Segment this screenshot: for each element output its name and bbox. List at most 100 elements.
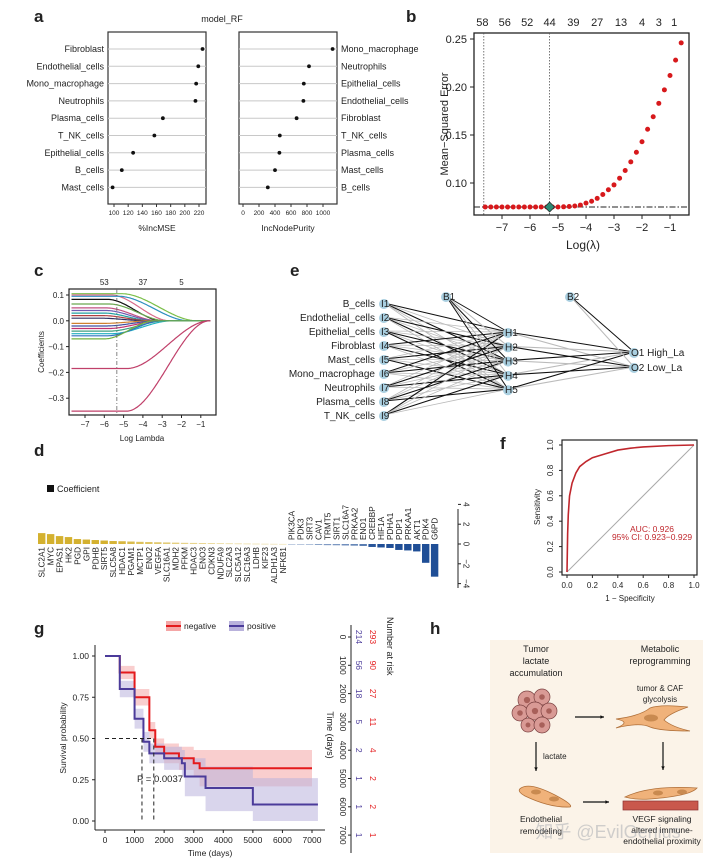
gene-label: PGAM1 [127, 547, 136, 576]
arrow-right-icon-head [605, 800, 609, 804]
mse-point [527, 204, 533, 210]
hidden-label: H5 [505, 385, 518, 396]
category-label: Endothelial_cells [341, 96, 409, 106]
roc-curve [566, 444, 695, 573]
auc-label: AUC: 0.926 [630, 524, 674, 534]
y-tick-label: 1.00 [72, 651, 89, 661]
gene-label: PRKAA1 [404, 507, 413, 540]
bar-CDKN3 [207, 543, 216, 544]
category-label: Epithelial_cells [44, 148, 104, 158]
top-axis-label: 52 [521, 17, 533, 29]
x-tick-label: 400 [270, 210, 281, 217]
arrow-down-icon-head [661, 766, 665, 770]
risk-count-negative: 11 [368, 717, 378, 726]
mse-point [566, 204, 572, 210]
x-tick-label: 6000 [273, 835, 292, 845]
x-tick-label: 200 [254, 210, 265, 217]
risk-time-axis-label: Time (days) [325, 711, 335, 758]
gene-label: PDK4 [422, 518, 431, 540]
gene-label: SLC5A8 [109, 547, 118, 578]
y-tick-label: 4 [462, 502, 471, 507]
y-tick-label: 0.0 [546, 566, 555, 578]
edge [383, 374, 509, 416]
gene-label: ENO1 [359, 517, 368, 540]
edge [507, 351, 635, 390]
y-tick-label: −0.1 [48, 343, 64, 352]
data-point [277, 150, 282, 155]
mse-point [650, 114, 656, 120]
data-point [152, 133, 157, 138]
data-point [330, 47, 335, 51]
input-node [379, 383, 389, 393]
mse-point [594, 195, 600, 201]
data-point [194, 81, 199, 86]
data-point [110, 185, 115, 190]
x-tick-label: −6 [524, 222, 537, 234]
top-axis-label: 53 [100, 278, 109, 287]
coefficient-path [71, 320, 211, 412]
cell-nucleus [677, 789, 687, 795]
gene-label: EPAS1 [56, 547, 65, 573]
y-axis-label: Sensitivity [533, 489, 542, 525]
bar-MDH2 [171, 542, 180, 544]
gene-label: ENO2 [145, 547, 154, 570]
x-tick-label: 3000 [184, 835, 203, 845]
bar-NDUFA9 [216, 543, 224, 545]
gene-label: SIRT3 [306, 516, 315, 540]
x-tick-label: 1.0 [688, 581, 700, 590]
mse-point [673, 57, 679, 63]
survival-curve-negative [105, 655, 312, 770]
category-label: B_cells [75, 165, 105, 175]
hidden-node [503, 356, 513, 367]
mse-point [488, 204, 494, 210]
x-tick-label: −7 [496, 222, 509, 234]
panel-a-importance: model_RFFibroblastEndothelial_cellsMono_… [26, 14, 418, 233]
hidden-node [503, 342, 513, 353]
bias-label: B1 [443, 292, 456, 303]
hidden-node [503, 370, 513, 381]
blood-vessel-icon [622, 800, 699, 811]
bar-PDK3 [296, 544, 305, 545]
y-tick-label: −2 [462, 559, 471, 569]
y-tick-label: 0.15 [446, 130, 467, 142]
y-tick-label: 0.25 [446, 34, 467, 46]
edge [507, 366, 635, 390]
category-label: Neutrophils [341, 61, 387, 71]
x-tick-label: −3 [158, 420, 168, 429]
bar-PRKAA2 [350, 544, 358, 546]
mse-point [611, 182, 617, 188]
data-point [193, 99, 198, 103]
x-tick-label: 2000 [155, 835, 174, 845]
bar-LDHB [252, 543, 260, 545]
mse-point [605, 187, 611, 193]
gene-label: GPI [82, 547, 91, 561]
input-label: I5 [381, 355, 390, 366]
panel-b-cv-mse: 0.10 0.15 0.20 0.25 −7 −6 −5 −4 −3 −2 −1 58 56 52 44 39… [439, 17, 690, 252]
risk-count-negative: 2 [368, 804, 378, 809]
legend-label-positive: positive [247, 621, 276, 631]
mse-point [510, 204, 516, 210]
x-axis-label: 1 − Specificity [605, 594, 655, 603]
mse-point [656, 100, 662, 106]
panel-c-lasso-paths: 0.1 0.0 −0.1 −0.2 −0.3 −7 −6 −5 −4 −3 −2 −1 53 37 5 Log… [37, 278, 217, 443]
risk-table-title: Number at risk [385, 617, 395, 676]
y-tick-label: −4 [462, 579, 471, 589]
bar-KIF23 [261, 543, 269, 545]
x-tick-label: −5 [119, 420, 129, 429]
bar-SLC5A8 [109, 541, 117, 544]
gene-label: VEGFA [154, 546, 163, 574]
category-label: Mono_macrophage [26, 79, 104, 89]
category-label: Endothelial_cells [36, 61, 104, 71]
input-node [379, 341, 389, 351]
edge [383, 316, 509, 333]
bar-PDHA1 [386, 544, 394, 548]
arrow-right-icon-head [600, 715, 604, 719]
panel-label-d: d [34, 441, 44, 460]
panel-h-schematic: Tumor lactate accumulation Metabolic reprogr… [490, 640, 703, 853]
mse-point [678, 40, 684, 46]
gene-label: HDAC1 [118, 547, 127, 575]
data-point [307, 64, 311, 69]
bar-HDAC3 [189, 542, 198, 544]
